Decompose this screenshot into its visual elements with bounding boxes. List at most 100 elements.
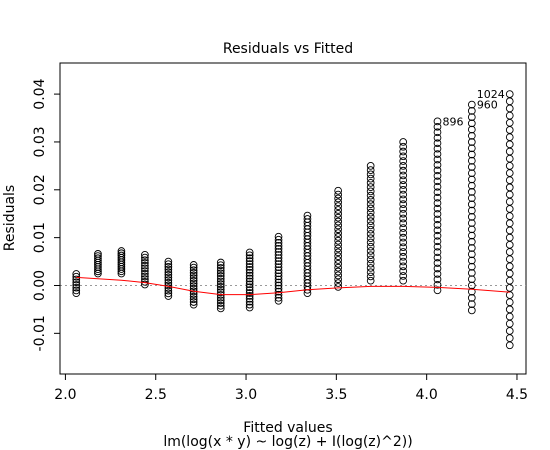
residual-point	[505, 312, 514, 321]
residual-point	[505, 212, 514, 220]
residual-point	[433, 204, 442, 213]
residual-point	[399, 267, 408, 275]
residual-point	[334, 198, 343, 207]
y-tick-label: -0.01	[32, 315, 48, 351]
residual-point	[467, 300, 476, 308]
residual-point	[433, 210, 442, 218]
y-tick-label: 0.01	[32, 222, 48, 253]
residual-point	[72, 278, 81, 287]
residual-point	[399, 233, 408, 242]
residual-point	[216, 272, 225, 280]
residual-point	[505, 240, 514, 249]
residual-point	[505, 334, 514, 342]
residual-point	[366, 200, 375, 208]
residual-point	[467, 113, 476, 121]
residual-point	[433, 248, 442, 256]
residual-point	[141, 261, 149, 270]
residual-point	[72, 289, 81, 297]
x-axis-title: Fitted values	[243, 420, 332, 436]
residual-point	[505, 276, 514, 285]
residual-point	[366, 208, 375, 217]
residual-point	[366, 221, 375, 230]
residual-point	[117, 247, 126, 255]
residual-point	[505, 298, 514, 307]
residual-point	[505, 305, 514, 314]
residual-point	[189, 300, 198, 309]
residual-point	[216, 296, 225, 305]
residual-point	[366, 183, 375, 191]
residual-point	[274, 275, 283, 284]
residual-point	[433, 253, 442, 262]
residual-point	[189, 269, 198, 277]
residual-point	[334, 263, 343, 272]
residual-point	[334, 209, 343, 218]
residual-point	[433, 215, 442, 224]
residual-point	[399, 205, 408, 213]
residual-point	[334, 217, 343, 226]
residual-point	[216, 266, 225, 275]
residual-point	[334, 248, 343, 257]
residual-point	[334, 279, 343, 287]
residual-point	[366, 187, 375, 196]
residual-point	[433, 182, 442, 191]
residual-point	[274, 257, 283, 265]
model-formula-subtitle: lm(log(x * y) ~ log(z) + I(log(z)^2))	[163, 434, 412, 450]
residual-point	[505, 147, 514, 156]
residual-point	[164, 289, 173, 298]
residual-point	[141, 280, 149, 289]
residual-point	[334, 202, 343, 210]
residual-point	[399, 272, 408, 280]
residual-point	[399, 152, 408, 161]
residual-point	[216, 285, 225, 294]
residual-point	[366, 264, 375, 272]
residual-point	[334, 275, 343, 284]
residual-point	[189, 284, 198, 293]
residual-point	[141, 259, 149, 267]
x-tick-label: 3.5	[325, 387, 347, 403]
residual-point	[467, 250, 476, 259]
residual-point	[245, 257, 254, 266]
residual-point	[216, 301, 225, 310]
residual-point	[467, 138, 476, 146]
y-tick-label: 0.04	[32, 78, 48, 109]
residual-point	[399, 162, 408, 170]
residual-point	[189, 290, 198, 298]
residual-point	[366, 259, 375, 268]
residual-point	[164, 263, 173, 271]
residual-point	[274, 293, 283, 302]
residual-point	[467, 269, 476, 277]
residual-point	[433, 242, 442, 251]
residual-point	[164, 273, 173, 282]
residual-point	[216, 288, 225, 297]
residual-point	[467, 175, 476, 184]
residual-point	[505, 205, 514, 213]
residual-point	[274, 278, 283, 287]
residual-point	[505, 233, 514, 242]
residual-point	[245, 271, 254, 280]
residual-point	[467, 181, 476, 190]
residual-point	[216, 258, 225, 267]
residual-point	[164, 276, 173, 284]
residual-point	[505, 183, 514, 192]
residual-point	[433, 188, 442, 197]
residual-point	[399, 248, 408, 256]
residual-point	[334, 225, 343, 234]
residual-point	[467, 144, 476, 153]
residual-point	[505, 190, 514, 199]
residual-point	[505, 269, 514, 278]
residual-point	[216, 299, 225, 307]
residual-point	[433, 226, 442, 235]
residual-point	[141, 269, 149, 278]
residual-point	[467, 225, 476, 234]
residual-point	[303, 211, 312, 220]
residual-point	[433, 172, 442, 180]
residual-point	[274, 272, 283, 281]
residual-point	[117, 251, 126, 260]
residual-point	[433, 139, 442, 148]
residual-point	[216, 277, 225, 286]
residual-point	[141, 251, 149, 259]
residual-point	[467, 100, 476, 109]
residual-point	[189, 263, 198, 272]
residual-point	[433, 117, 442, 126]
residual-point	[334, 194, 343, 203]
